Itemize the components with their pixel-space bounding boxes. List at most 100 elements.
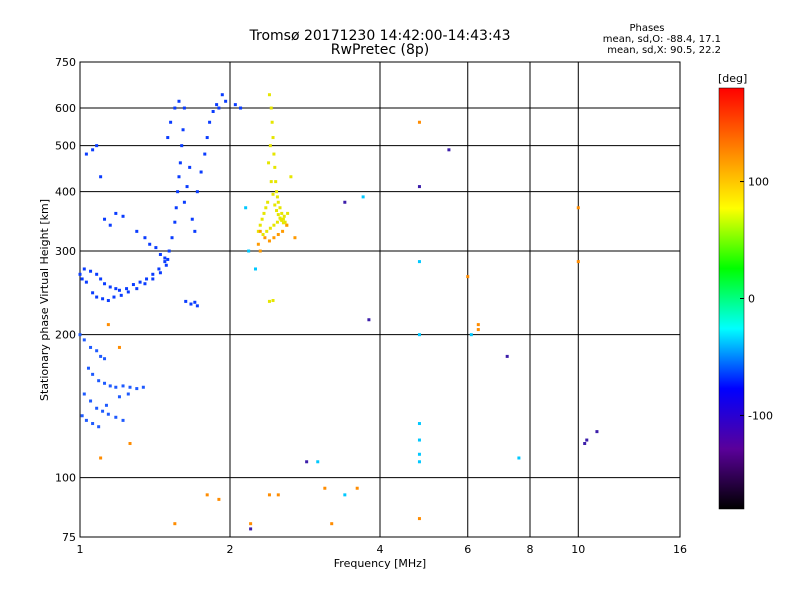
data-point <box>148 242 152 246</box>
data-point <box>289 175 293 179</box>
data-point <box>164 263 168 267</box>
data-point <box>343 493 347 497</box>
data-point <box>267 299 271 303</box>
data-point <box>97 379 101 383</box>
data-point <box>260 217 264 221</box>
data-point <box>106 412 110 416</box>
data-point <box>95 406 99 410</box>
data-point <box>106 299 110 303</box>
data-point <box>330 522 334 526</box>
colorbar-label: [deg] <box>718 72 747 85</box>
data-point <box>417 120 421 124</box>
data-point <box>174 206 178 210</box>
colorbar-ticks: -100 0 100 <box>740 176 773 422</box>
data-point <box>166 257 170 261</box>
data-point <box>417 422 421 426</box>
data-point <box>190 217 194 221</box>
data-point <box>268 144 272 148</box>
data-point <box>285 223 289 227</box>
data-point <box>91 291 95 295</box>
stats-header: Phases <box>629 23 664 34</box>
data-point <box>266 200 270 204</box>
data-point <box>249 522 253 526</box>
data-point <box>256 229 260 233</box>
data-point <box>264 206 268 210</box>
data-point <box>188 165 192 169</box>
data-point <box>99 277 103 281</box>
data-point <box>417 438 421 442</box>
x-ticks: 1 2 4 6 8 10 16 <box>77 543 688 556</box>
data-point <box>220 93 224 97</box>
data-point <box>323 486 327 490</box>
data-point <box>417 452 421 456</box>
data-point <box>267 239 271 243</box>
data-point <box>276 233 280 237</box>
data-point <box>271 299 275 303</box>
data-point <box>281 229 285 233</box>
data-point <box>258 229 262 233</box>
data-point <box>517 456 521 460</box>
data-point <box>95 295 99 299</box>
x-tick-label: 16 <box>673 543 687 556</box>
data-point <box>182 106 186 110</box>
stats-line-o: mean, sd,O: -88.4, 17.1 <box>603 34 721 45</box>
y-axis-label: Stationary phase Virtual Height [km] <box>38 199 51 401</box>
data-point <box>282 214 286 218</box>
data-point <box>138 280 142 284</box>
data-point <box>466 275 470 279</box>
data-point <box>95 349 99 353</box>
y-tick-label: 500 <box>55 140 76 153</box>
data-point <box>224 99 228 103</box>
data-point <box>273 203 277 207</box>
data-point <box>166 136 170 140</box>
y-ticks: 75 100 200 300 400 500 600 750 <box>55 56 76 544</box>
data-point <box>84 280 88 284</box>
data-point <box>97 425 101 429</box>
data-point <box>91 148 95 152</box>
data-point <box>417 333 421 337</box>
data-point <box>157 267 161 271</box>
data-point <box>103 282 107 286</box>
data-point <box>91 372 95 376</box>
data-point <box>121 384 125 388</box>
data-point <box>211 109 215 113</box>
data-point <box>217 106 221 110</box>
data-point <box>256 242 260 246</box>
data-point <box>114 287 118 291</box>
data-point <box>106 323 110 327</box>
data-point <box>275 190 279 194</box>
data-point <box>195 190 199 194</box>
colorbar <box>718 87 745 510</box>
data-point <box>249 527 253 531</box>
data-point <box>275 195 279 199</box>
x-tick-label: 6 <box>464 543 471 556</box>
data-point <box>263 236 267 240</box>
data-point <box>82 338 86 342</box>
data-point <box>108 384 112 388</box>
data-point <box>233 103 237 107</box>
data-point <box>89 269 93 273</box>
data-point <box>128 442 132 446</box>
data-point <box>78 333 82 337</box>
data-point <box>185 185 189 189</box>
data-point <box>89 345 93 349</box>
data-point <box>261 233 265 237</box>
chart-title: Tromsø 20171230 14:42:00-14:43:43 RwPret… <box>249 28 511 58</box>
data-point <box>82 267 86 271</box>
data-point <box>114 415 118 419</box>
data-point <box>80 277 84 281</box>
x-axis-label: Frequency [MHz] <box>334 557 426 570</box>
data-point <box>247 249 251 253</box>
data-point <box>135 287 139 291</box>
data-point <box>253 267 257 271</box>
data-point <box>239 106 243 110</box>
x-tick-label: 1 <box>77 543 84 556</box>
data-point <box>173 522 177 526</box>
data-point <box>151 277 155 281</box>
data-point <box>274 180 278 184</box>
colorbar-tick-label: 100 <box>748 176 769 189</box>
data-point <box>108 285 112 289</box>
data-point <box>143 282 147 286</box>
data-point <box>367 318 371 322</box>
data-point <box>476 323 480 327</box>
